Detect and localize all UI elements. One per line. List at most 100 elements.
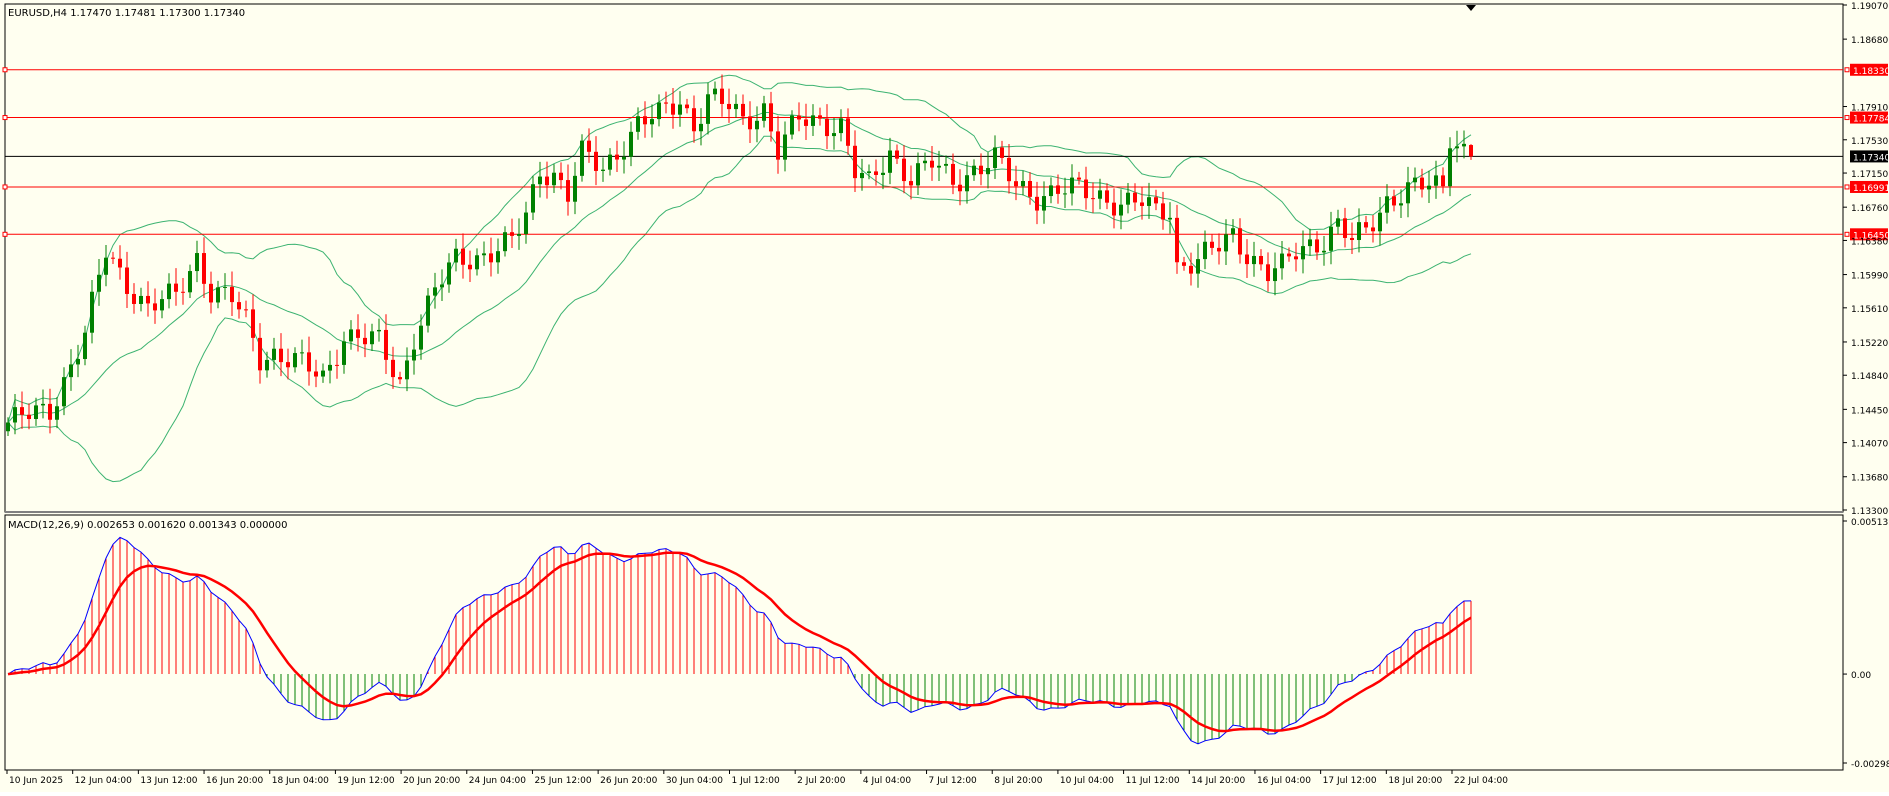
- level-handle[interactable]: [1844, 115, 1850, 121]
- candle-body: [244, 309, 248, 311]
- level-handle[interactable]: [2, 231, 8, 237]
- candle-body: [552, 172, 556, 186]
- candle: [657, 94, 661, 127]
- candle: [1098, 178, 1102, 210]
- candle: [1000, 140, 1004, 164]
- level-handle[interactable]: [1844, 67, 1850, 73]
- candle-body: [1301, 246, 1305, 260]
- candle: [839, 109, 843, 142]
- candle: [286, 348, 290, 380]
- time-tick-label: 16 Jun 20:00: [206, 776, 263, 786]
- candle-body: [1322, 250, 1326, 253]
- level-handle[interactable]: [1844, 184, 1850, 190]
- candle: [202, 237, 206, 299]
- candle: [48, 388, 52, 434]
- candle-body: [76, 358, 80, 365]
- candle-body: [118, 258, 122, 268]
- candle-body: [902, 158, 906, 182]
- candle-body: [559, 172, 563, 181]
- candle-body: [769, 103, 773, 132]
- candle: [517, 218, 521, 250]
- candle: [1329, 211, 1333, 265]
- candle: [384, 314, 388, 374]
- current-price-label: 1.17340: [1853, 153, 1889, 163]
- candle: [1231, 219, 1235, 243]
- candle-body: [1441, 175, 1445, 187]
- price-axis: 1.19070 1.18680 1.17910 1.17530 1.17150 1.167…: [1843, 2, 1889, 770]
- candle: [90, 279, 94, 344]
- price-tick-label: 1.17530: [1851, 137, 1888, 147]
- candle-body: [146, 295, 150, 304]
- candle-body: [601, 169, 605, 171]
- candle: [1287, 247, 1291, 262]
- level-handle[interactable]: [2, 115, 8, 121]
- candle: [174, 268, 178, 306]
- price-tick-label: 1.16380: [1851, 237, 1888, 247]
- candle-body: [1133, 192, 1137, 203]
- candle: [468, 250, 472, 282]
- horizontal-levels[interactable]: 1.18330 1.17784 1.16991 1.16450 1.17340: [2, 63, 1889, 242]
- candle-body: [97, 274, 101, 292]
- candle: [1420, 168, 1424, 198]
- candle: [867, 164, 871, 180]
- candle-body: [62, 377, 66, 407]
- candle: [251, 294, 255, 352]
- candle-body: [195, 253, 199, 272]
- candle-body: [685, 104, 689, 109]
- candle: [1308, 228, 1312, 256]
- bb-lower-band: [7, 135, 1472, 483]
- candle-body: [251, 309, 255, 338]
- time-tick-label: 2 Jul 20:00: [797, 776, 846, 786]
- candle: [398, 371, 402, 385]
- candle: [510, 218, 514, 249]
- candle: [461, 233, 465, 279]
- candle-body: [895, 150, 899, 159]
- candle: [419, 314, 423, 360]
- candle-body: [1280, 253, 1284, 269]
- candle: [55, 397, 59, 429]
- candle: [321, 363, 325, 383]
- level-handle[interactable]: [2, 184, 8, 190]
- candle-body: [1014, 181, 1018, 187]
- candle-body: [433, 287, 437, 296]
- candle: [454, 238, 458, 272]
- candle-body: [1350, 237, 1354, 241]
- candle: [153, 288, 157, 324]
- candle: [923, 152, 927, 171]
- price-tick-label: 1.17150: [1851, 170, 1888, 180]
- candle-body: [132, 293, 136, 304]
- candle-body: [167, 283, 171, 300]
- candle: [734, 94, 738, 118]
- candle: [342, 331, 346, 374]
- candle: [1105, 183, 1109, 210]
- candle: [1049, 177, 1053, 204]
- candle: [328, 350, 332, 384]
- candle-body: [965, 175, 969, 192]
- candle-body: [363, 337, 367, 345]
- time-tick-label: 19 Jun 12:00: [337, 776, 394, 786]
- candle: [160, 290, 164, 319]
- level-handle[interactable]: [2, 67, 8, 73]
- candle: [1280, 241, 1284, 280]
- candle: [223, 273, 227, 300]
- price-tick-label: 1.15220: [1851, 339, 1888, 349]
- candle: [790, 110, 794, 140]
- candle: [748, 101, 752, 143]
- candle: [965, 161, 969, 204]
- candle: [272, 337, 276, 370]
- candle-body: [825, 118, 829, 137]
- candle-body: [335, 364, 339, 366]
- candle: [412, 333, 416, 375]
- candle: [475, 248, 479, 276]
- chart-shift-marker-icon[interactable]: [1466, 5, 1476, 11]
- candle-body: [1448, 148, 1452, 187]
- candle: [1168, 202, 1172, 234]
- candle-body: [1196, 259, 1200, 274]
- candle: [1126, 183, 1130, 214]
- candle-body: [1140, 202, 1144, 206]
- candle: [587, 128, 591, 163]
- level-handle[interactable]: [1844, 231, 1850, 237]
- candle-body: [153, 303, 157, 311]
